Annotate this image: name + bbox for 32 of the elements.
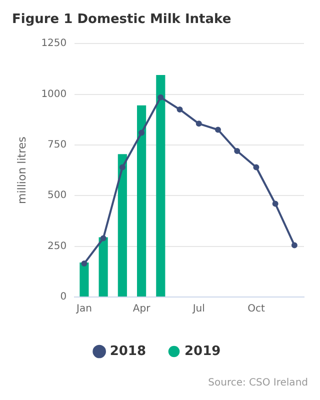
legend-label: 2019 — [184, 344, 221, 359]
y-tick-label: 250 — [48, 240, 67, 252]
point — [81, 260, 88, 267]
x-tick-label: Apr — [132, 304, 152, 315]
y-axis-title: million litres — [15, 136, 28, 204]
y-tick-label: 1000 — [41, 88, 67, 100]
bar — [156, 75, 166, 296]
point — [158, 94, 164, 100]
point — [214, 126, 221, 133]
bar — [137, 105, 146, 296]
y-tick-label: 1250 — [41, 38, 67, 50]
bar — [98, 237, 108, 296]
bar — [80, 262, 89, 296]
point — [272, 200, 278, 207]
source-note: Source: CSO Ireland — [208, 378, 308, 389]
point — [196, 120, 202, 127]
point — [253, 164, 260, 170]
x-tick-label: Jul — [192, 304, 205, 315]
y-tick-label: 750 — [48, 140, 67, 151]
point — [176, 106, 183, 112]
point — [291, 242, 298, 248]
y-tick-label: 0 — [60, 292, 67, 303]
x-tick-label: Jan — [75, 304, 92, 315]
legend-label: 2018 — [110, 344, 146, 359]
point — [119, 164, 126, 170]
point — [138, 130, 145, 136]
x-tick-label: Oct — [248, 304, 265, 315]
chart-title: Figure 1 Domestic Milk Intake — [12, 12, 232, 28]
y-tick-label: 500 — [48, 190, 67, 202]
point — [234, 148, 240, 154]
point — [100, 235, 106, 242]
bar — [118, 154, 127, 296]
